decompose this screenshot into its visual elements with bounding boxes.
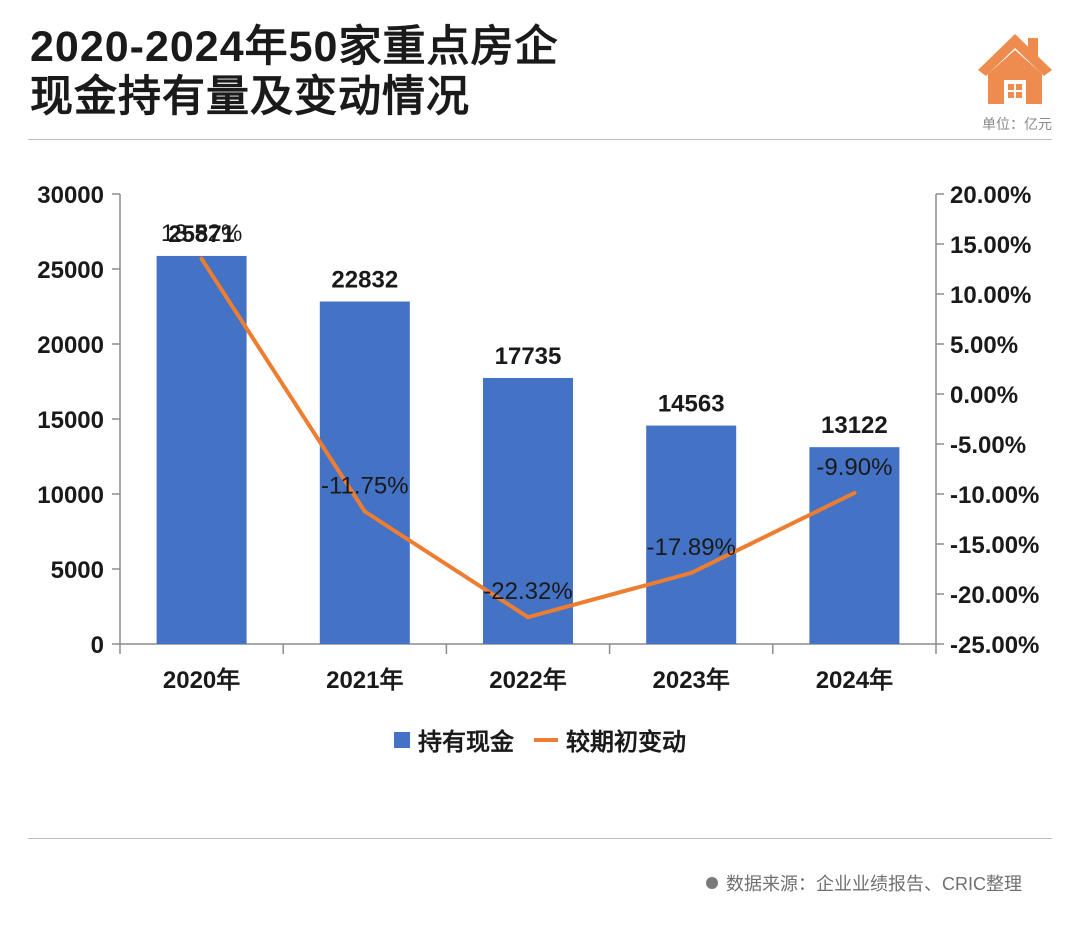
bar-value-label: 13122 — [821, 412, 888, 439]
x-tick-label: 2021年 — [326, 666, 403, 694]
bar — [809, 447, 900, 644]
bar — [646, 425, 737, 644]
left-tick-label: 20000 — [37, 332, 104, 359]
top-divider — [28, 139, 1052, 140]
right-tick-label: -20.00% — [950, 582, 1039, 609]
x-tick-label: 2023年 — [653, 666, 730, 694]
house-icon — [978, 34, 1052, 104]
chart-legend: 持有现金 较期初变动 — [0, 722, 1080, 757]
line-value-label: -17.89% — [647, 534, 736, 561]
right-tick-label: 10.00% — [950, 282, 1031, 309]
line-point — [689, 570, 694, 575]
bar-series — [156, 255, 900, 644]
bar-value-label: 14563 — [658, 391, 725, 418]
left-tick-label: 10000 — [37, 482, 104, 509]
left-tick-label: 25000 — [37, 257, 104, 284]
legend-item-line: 较期初变动 — [534, 722, 686, 757]
source-text: 数据来源：企业业绩报告、CRIC整理 — [726, 874, 1022, 894]
unit-label: 单位：亿元 — [982, 116, 1052, 132]
line-value-label: -11.75% — [321, 473, 409, 500]
bar-value-label: 22832 — [331, 267, 398, 294]
x-tick-label: 2020年 — [163, 666, 240, 694]
bullet-icon — [706, 877, 718, 889]
page-title: 2020-2024年50家重点房企 现金持有量及变动情况 — [30, 22, 558, 122]
legend-label-line: 较期初变动 — [566, 729, 686, 756]
bar-value-label: 25871 — [168, 221, 235, 248]
left-tick-label: 0 — [91, 632, 104, 659]
right-tick-label: 5.00% — [950, 332, 1018, 359]
chart-axes: 0 5000 10000 15000 20000 25000 30000 -25.00% -20… — [37, 182, 1039, 694]
right-tick-label: -15.00% — [950, 532, 1039, 559]
right-tick-label: -25.00% — [950, 632, 1039, 659]
legend-item-bar: 持有现金 — [394, 722, 514, 757]
line-point — [199, 256, 204, 261]
line-value-label: -9.90% — [816, 454, 892, 481]
combo-chart: 0 5000 10000 15000 20000 25000 30000 -25.00% -20… — [37, 182, 1039, 694]
legend-label-bar: 持有现金 — [418, 729, 514, 756]
x-tick-label: 2024年 — [816, 666, 893, 694]
right-tick-label: -10.00% — [950, 482, 1039, 509]
legend-swatch-line — [534, 737, 558, 742]
source-note: 数据来源：企业业绩报告、CRIC整理 — [706, 870, 1022, 896]
right-tick-label: 0.00% — [950, 382, 1018, 409]
right-tick-label: -5.00% — [950, 432, 1026, 459]
bar — [156, 255, 247, 644]
legend-swatch-bar — [394, 731, 410, 748]
title-line-2: 现金持有量及变动情况 — [30, 73, 470, 121]
left-tick-label: 5000 — [51, 557, 104, 584]
bottom-divider — [28, 838, 1052, 839]
line-value-label: -22.32% — [483, 578, 572, 605]
right-tick-label: 20.00% — [950, 182, 1031, 209]
right-tick-label: 15.00% — [950, 232, 1031, 259]
line-point — [526, 615, 530, 620]
left-tick-label: 30000 — [37, 182, 104, 209]
line-point — [362, 509, 367, 514]
title-line-1: 2020-2024年50家重点房企 — [30, 23, 559, 71]
bar — [319, 301, 410, 644]
x-tick-label: 2022年 — [489, 666, 566, 694]
line-value-label: 13.52% — [161, 220, 242, 247]
line-point — [852, 491, 857, 495]
left-tick-label: 15000 — [37, 407, 104, 434]
line-series — [199, 256, 857, 620]
bar-value-label: 17735 — [495, 343, 562, 370]
data-labels: 25871 22832 17735 14563 13122 13.52% -11.75% -2… — [161, 220, 893, 605]
